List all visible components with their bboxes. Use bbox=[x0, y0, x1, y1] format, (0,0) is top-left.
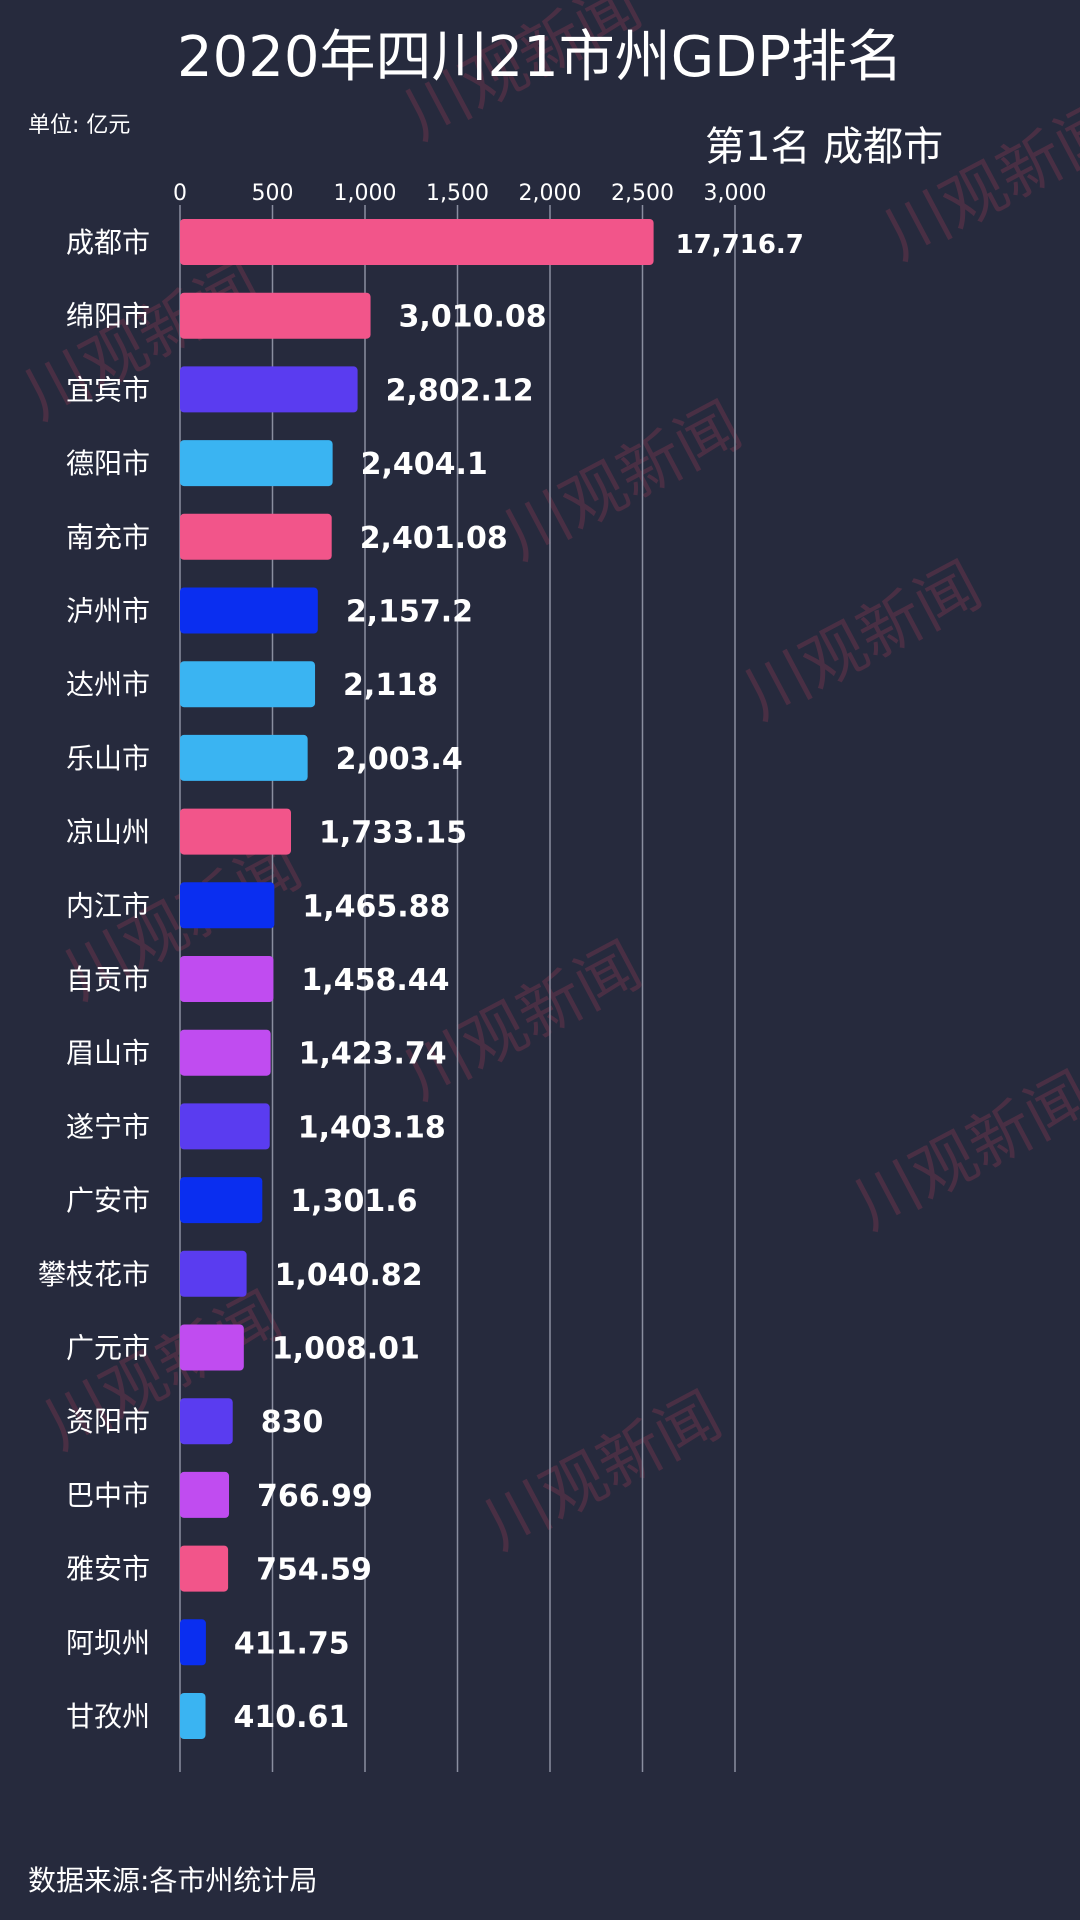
category-label: 泸州市 bbox=[66, 595, 150, 628]
bar bbox=[180, 1545, 229, 1592]
chart-title: 2020年四川21市州GDP排名 bbox=[177, 25, 903, 90]
category-label: 眉山市 bbox=[66, 1037, 150, 1070]
tick-label: 500 bbox=[252, 181, 294, 206]
category-label: 南充市 bbox=[66, 521, 150, 554]
data-label: 754.59 bbox=[256, 1553, 372, 1588]
data-label: 2,118 bbox=[343, 668, 438, 703]
data-label: 1,040.82 bbox=[275, 1258, 423, 1293]
tick-label: 2,000 bbox=[519, 181, 582, 206]
category-label: 内江市 bbox=[66, 889, 150, 922]
category-label: 绵阳市 bbox=[66, 300, 150, 333]
tick-label: 3,000 bbox=[704, 181, 767, 206]
category-label: 阿坝州 bbox=[66, 1626, 150, 1659]
watermark-text: 川观新闻 bbox=[393, 929, 654, 1115]
unit-label: 单位: 亿元 bbox=[28, 113, 130, 138]
bar bbox=[180, 1029, 271, 1076]
bar bbox=[180, 956, 274, 1002]
tick-label: 0 bbox=[173, 181, 187, 206]
bars: 成都市 17,716.7 绵阳市 3,010.08 宜宾市 2,802.12 德阳市 2,40… bbox=[38, 219, 804, 1739]
tick-label: 1,000 bbox=[334, 181, 397, 206]
data-label: 830 bbox=[261, 1405, 324, 1440]
watermark-text: 川观新闻 bbox=[493, 389, 754, 575]
data-label: 1,733.15 bbox=[319, 816, 467, 851]
bar bbox=[180, 1177, 263, 1224]
data-label: 766.99 bbox=[257, 1479, 373, 1514]
data-label: 2,003.4 bbox=[336, 742, 463, 777]
data-label: 2,157.2 bbox=[346, 595, 473, 630]
data-label: 17,716.7 bbox=[676, 230, 804, 260]
category-label: 德阳市 bbox=[66, 447, 150, 480]
bar bbox=[180, 661, 316, 708]
bar bbox=[180, 808, 291, 855]
bar bbox=[180, 1250, 247, 1297]
data-label: 1,403.18 bbox=[298, 1110, 446, 1145]
bar bbox=[180, 1471, 230, 1518]
category-label: 资阳市 bbox=[66, 1405, 150, 1438]
data-label: 3,010.08 bbox=[399, 300, 547, 335]
bar bbox=[180, 219, 654, 265]
data-label: 2,401.08 bbox=[360, 521, 508, 556]
tick-label: 2,500 bbox=[611, 181, 674, 206]
category-label: 攀枝花市 bbox=[38, 1258, 150, 1291]
data-label: 1,423.74 bbox=[299, 1037, 447, 1072]
category-label: 遂宁市 bbox=[66, 1110, 150, 1143]
category-label: 巴中市 bbox=[66, 1479, 150, 1512]
bar bbox=[180, 366, 358, 413]
data-label: 1,465.88 bbox=[302, 889, 450, 924]
source-note: 数据来源:各市州统计局 bbox=[28, 1864, 317, 1897]
data-label: 2,802.12 bbox=[386, 373, 534, 408]
bar bbox=[180, 513, 332, 560]
bar bbox=[180, 1324, 244, 1371]
watermark-text: 川观新闻 bbox=[473, 1379, 734, 1565]
bar bbox=[180, 587, 318, 634]
watermark-text: 川观新闻 bbox=[733, 549, 994, 735]
category-label: 广元市 bbox=[66, 1332, 150, 1365]
category-label: 雅安市 bbox=[66, 1553, 150, 1586]
category-label: 甘孜州 bbox=[66, 1700, 150, 1733]
data-label: 1,301.6 bbox=[290, 1184, 417, 1219]
category-label: 乐山市 bbox=[66, 742, 150, 775]
category-label: 达州市 bbox=[66, 668, 150, 701]
data-label: 1,008.01 bbox=[272, 1332, 420, 1367]
bar bbox=[180, 1619, 206, 1666]
category-label: 凉山州 bbox=[66, 816, 150, 849]
rank-label: 第1名 成都市 bbox=[705, 124, 943, 170]
bar bbox=[180, 440, 333, 487]
watermark-text: 川观新闻 bbox=[843, 1059, 1080, 1245]
data-label: 411.75 bbox=[234, 1626, 350, 1661]
bar bbox=[180, 1693, 206, 1739]
data-label: 1,458.44 bbox=[301, 963, 449, 998]
watermark-text: 川观新闻 bbox=[873, 89, 1080, 275]
bar bbox=[180, 882, 275, 929]
data-label: 410.61 bbox=[234, 1700, 350, 1735]
category-label: 宜宾市 bbox=[66, 373, 150, 406]
x-axis-ticks: 0 500 1,000 1,500 2,000 2,500 3,000 bbox=[173, 181, 766, 206]
bar bbox=[180, 1103, 270, 1150]
bar bbox=[180, 734, 308, 781]
category-label: 自贡市 bbox=[66, 963, 150, 996]
category-label: 成都市 bbox=[66, 226, 150, 259]
bar bbox=[180, 292, 371, 339]
category-label: 广安市 bbox=[66, 1184, 150, 1217]
data-label: 2,404.1 bbox=[361, 447, 488, 482]
bar bbox=[180, 1398, 233, 1445]
tick-label: 1,500 bbox=[426, 181, 489, 206]
